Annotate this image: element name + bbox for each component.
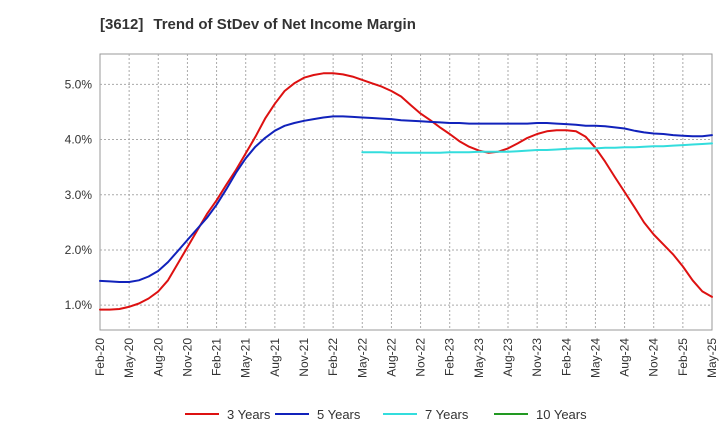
legend-label: 7 Years xyxy=(425,406,469,422)
x-tick-label: Nov-21 xyxy=(297,338,311,377)
x-tick-label: Aug-21 xyxy=(268,338,282,377)
x-tick-label: Aug-22 xyxy=(384,338,398,377)
line-chart: 1.0% 2.0% 3.0% 4.0% 5.0% Feb-20 May-20 Aug-20 No… xyxy=(65,53,719,378)
x-tick-label: Nov-20 xyxy=(180,338,194,377)
legend-item-7-years: 7 Years xyxy=(383,402,468,426)
x-tick-label: May-20 xyxy=(122,338,136,378)
y-tick-label: 1.0% xyxy=(65,298,93,312)
x-tick-label: Aug-20 xyxy=(151,338,165,377)
x-tick-label: Feb-21 xyxy=(210,338,224,376)
plot-area xyxy=(99,53,713,331)
company-code: [3612] xyxy=(100,16,144,33)
legend-swatch xyxy=(494,413,528,415)
series-line-5-years xyxy=(99,115,713,283)
y-tick-label: 5.0% xyxy=(65,77,93,91)
x-tick-label: Nov-22 xyxy=(414,338,428,377)
legend-item-5-years: 5 Years xyxy=(275,402,360,426)
legend-label: 5 Years xyxy=(317,406,361,422)
chart-legend: 3 Years 5 Years 7 Years 10 Years xyxy=(0,402,720,426)
legend-item-10-years: 10 Years xyxy=(494,402,587,426)
x-tick-label: Nov-24 xyxy=(647,338,661,377)
chart-title-text: Trend of StDev of Net Income Margin xyxy=(153,16,416,33)
x-tick-label: Aug-24 xyxy=(618,338,632,377)
legend-swatch xyxy=(185,413,219,415)
x-tick-label: May-21 xyxy=(239,338,253,378)
x-tick-label: May-24 xyxy=(588,338,602,378)
x-tick-label: May-22 xyxy=(355,338,369,378)
legend-item-3-years: 3 Years xyxy=(185,402,270,426)
legend-swatch xyxy=(383,413,417,415)
x-tick-label: Feb-25 xyxy=(676,338,690,376)
x-tick-label: Feb-23 xyxy=(443,338,457,376)
series-line-7-years xyxy=(361,142,713,154)
x-tick-label: Nov-23 xyxy=(530,338,544,377)
x-tick-label: Feb-20 xyxy=(93,338,107,376)
chart-title: [3612] Trend of StDev of Net Income Margi… xyxy=(100,16,426,33)
legend-swatch xyxy=(275,413,309,415)
x-tick-label: Feb-22 xyxy=(326,338,340,376)
y-tick-label: 3.0% xyxy=(65,188,93,202)
x-tick-label: Aug-23 xyxy=(501,338,515,377)
y-tick-label: 4.0% xyxy=(65,133,93,147)
y-tick-label: 2.0% xyxy=(65,243,93,257)
x-tick-label: Feb-24 xyxy=(559,338,573,376)
x-tick-label: May-25 xyxy=(705,338,719,378)
legend-label: 10 Years xyxy=(536,406,587,422)
x-tick-label: May-23 xyxy=(472,338,486,378)
legend-label: 3 Years xyxy=(227,406,271,422)
